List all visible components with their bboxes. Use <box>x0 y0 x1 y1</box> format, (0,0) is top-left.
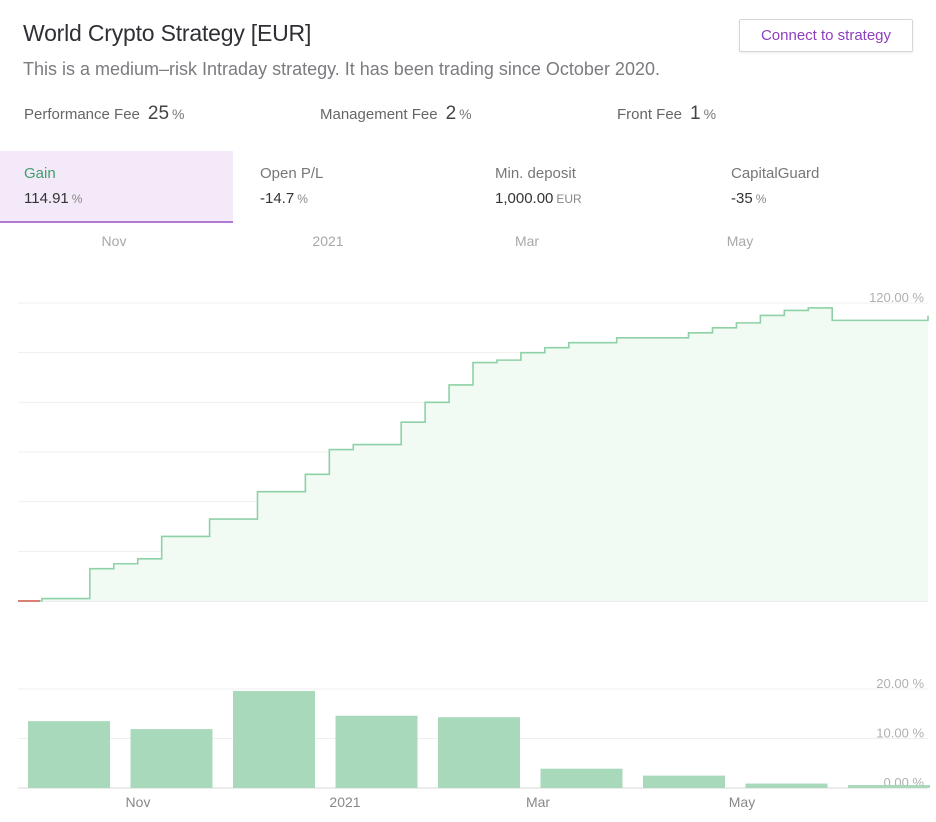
management-fee-value: 2 <box>445 103 457 124</box>
open-pl-value: -14.7 <box>260 190 295 207</box>
front-fee: Front Fee 1 % <box>617 103 716 125</box>
gain-unit: % <box>71 192 83 206</box>
management-fee-unit: % <box>459 106 472 122</box>
performance-fee-unit: % <box>172 106 185 122</box>
fees-row: Performance Fee 25 % Management Fee 2 % … <box>0 103 936 129</box>
gain-area-fill <box>18 307 928 601</box>
page-title: World Crypto Strategy [EUR] <box>23 20 312 46</box>
monthly-bar <box>28 721 110 788</box>
tab-open-pl[interactable]: Open P/L -14.7% <box>236 151 469 223</box>
y-axis-label: 120.00 % <box>869 290 924 305</box>
min-deposit-label: Min. deposit <box>495 165 576 182</box>
open-pl-unit: % <box>297 192 308 206</box>
bottom-axis-label: May <box>729 794 755 810</box>
bar-y-axis-label: 20.00 % <box>876 676 924 691</box>
gain-line <box>18 307 929 602</box>
open-pl-value-row: -14.7% <box>260 190 469 207</box>
gain-label: Gain <box>24 165 56 182</box>
top-axis-label: May <box>727 233 753 249</box>
monthly-bar <box>848 785 930 788</box>
gain-value-row: 114.91% <box>24 190 233 207</box>
capitalguard-value-row: -35% <box>731 190 936 207</box>
performance-fee-value: 25 <box>147 103 170 124</box>
front-fee-label: Front Fee <box>617 106 683 123</box>
strategy-description: This is a medium–risk Intraday strategy.… <box>23 59 660 79</box>
management-fee-label: Management Fee <box>320 106 438 123</box>
tab-gain[interactable]: Gain 114.91% <box>0 151 233 223</box>
top-axis-label: Nov <box>102 233 127 249</box>
monthly-bar <box>643 775 725 788</box>
bar-y-axis-label: 10.00 % <box>876 726 924 741</box>
monthly-bar <box>540 768 623 788</box>
performance-fee-label: Performance Fee <box>24 106 140 123</box>
capitalguard-value: -35 <box>731 190 753 207</box>
tab-min-deposit[interactable]: Min. deposit 1,000.00 EUR <box>471 151 704 223</box>
bottom-axis-label: 2021 <box>329 794 360 810</box>
management-fee: Management Fee 2 % <box>320 103 472 125</box>
min-deposit-value: 1,000.00 <box>495 190 554 207</box>
gain-value: 114.91 <box>24 190 69 207</box>
monthly-bar <box>233 690 315 788</box>
top-axis-label: 2021 <box>312 233 343 249</box>
front-fee-value: 1 <box>690 103 701 124</box>
tab-capitalguard[interactable]: CapitalGuard -35% <box>707 151 936 223</box>
performance-fee: Performance Fee 25 % <box>24 103 184 125</box>
open-pl-label: Open P/L <box>260 165 324 182</box>
min-deposit-unit: EUR <box>556 192 582 206</box>
min-deposit-value-row: 1,000.00 EUR <box>495 190 704 207</box>
monthly-bar <box>438 717 520 788</box>
top-axis-label: Mar <box>515 233 539 249</box>
bottom-axis-label: Nov <box>126 794 151 810</box>
front-fee-unit: % <box>703 106 717 122</box>
monthly-bar <box>335 715 418 788</box>
monthly-bar <box>130 729 213 788</box>
capitalguard-label: CapitalGuard <box>731 165 820 182</box>
capitalguard-unit: % <box>755 192 767 206</box>
stats-tabs: Gain 114.91% Open P/L -14.7% Min. deposi… <box>0 151 936 224</box>
connect-to-strategy-button[interactable]: Connect to strategy <box>739 19 913 52</box>
bottom-axis-label: Mar <box>526 794 550 810</box>
monthly-bar <box>745 783 828 788</box>
